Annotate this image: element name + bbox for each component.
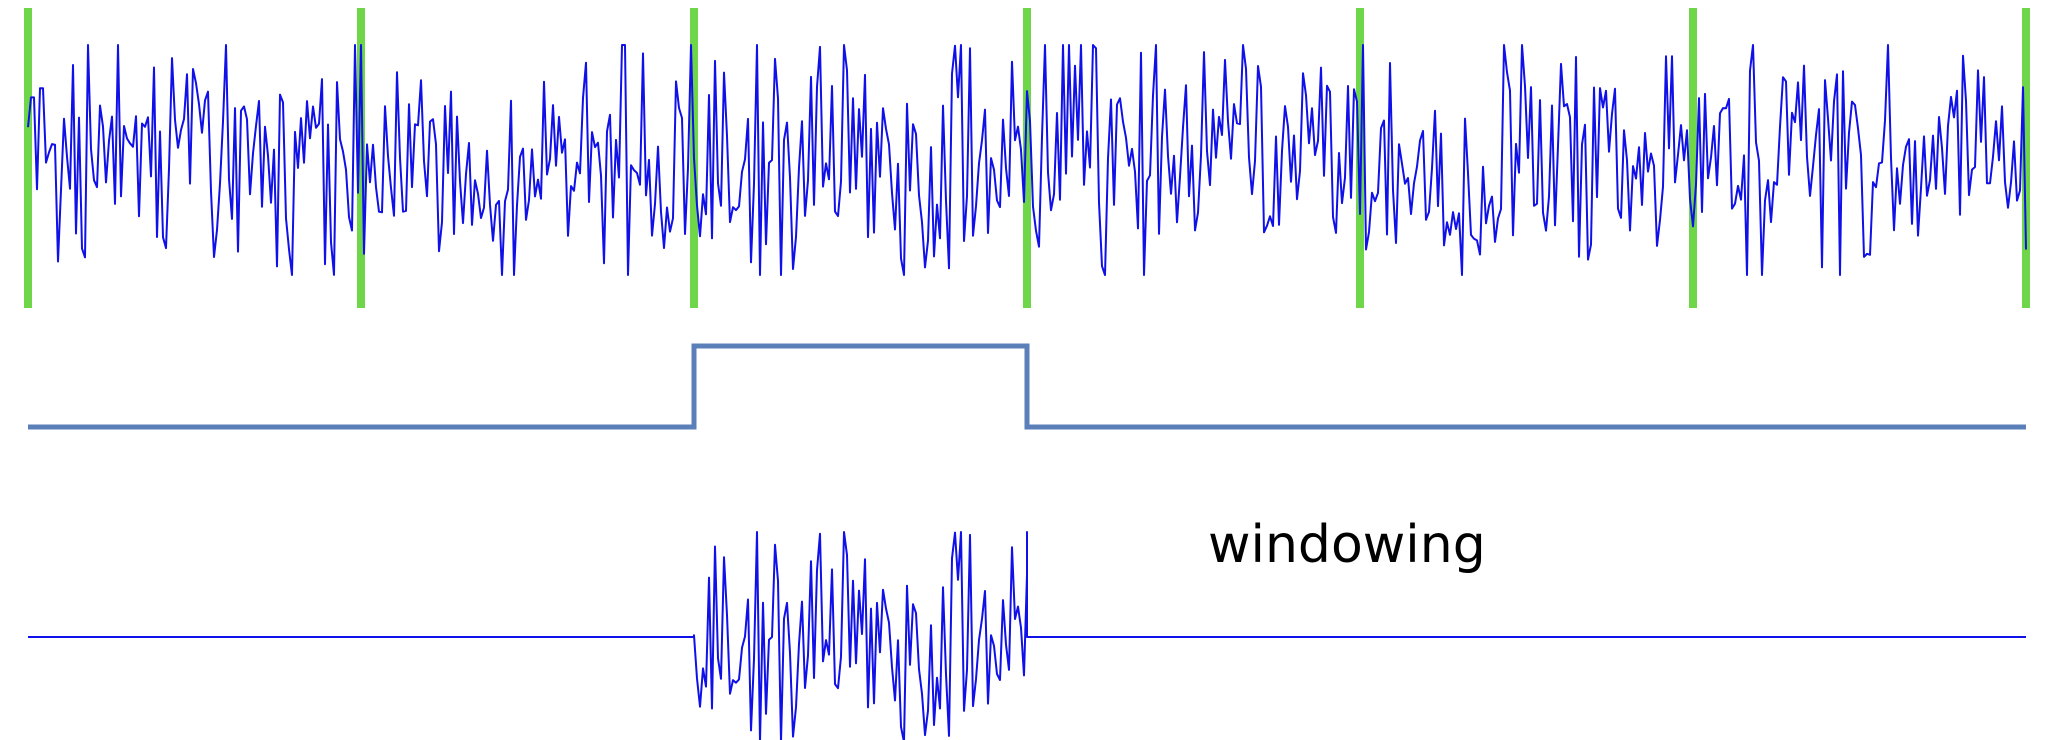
full-signal-waveform <box>27 44 2027 276</box>
windowing-label: windowing <box>1208 515 1486 575</box>
rectangular-window-function <box>28 343 2026 430</box>
windowed-signal-waveform <box>28 531 2026 740</box>
